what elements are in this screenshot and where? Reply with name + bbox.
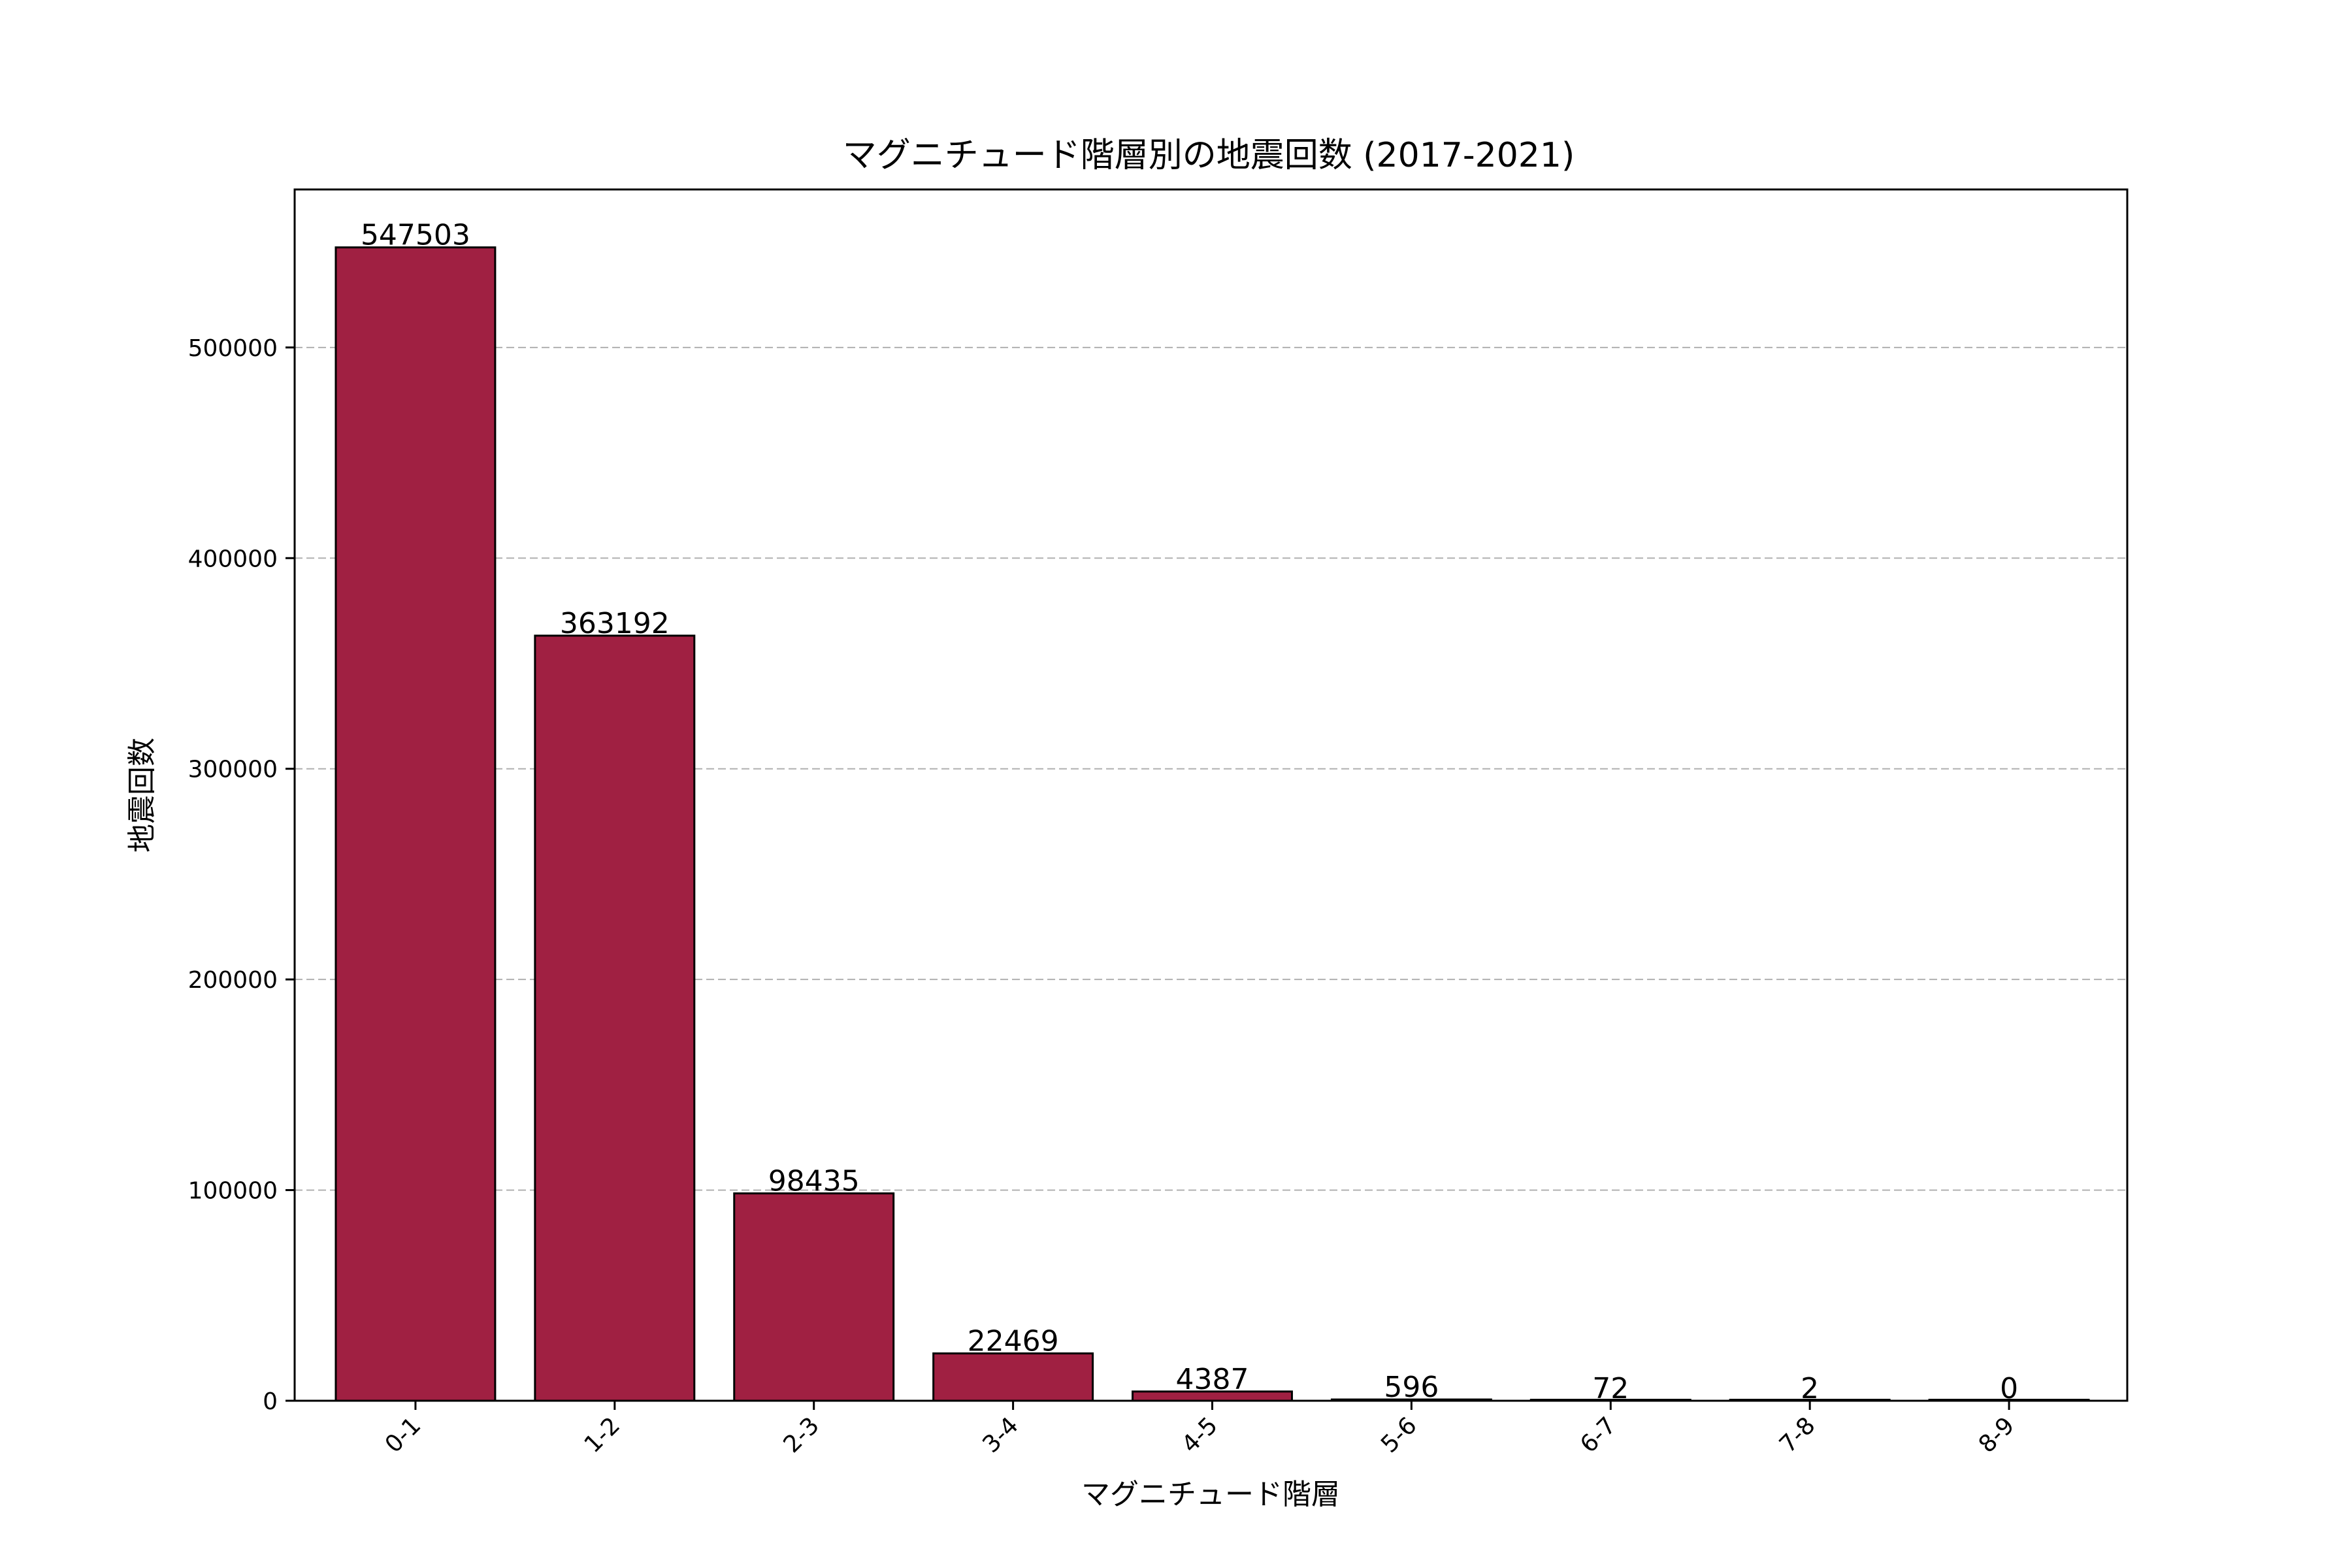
y-axis-label: 地震回数 [125,738,159,853]
plot-area-frame [293,188,2129,1402]
y-tick-label: 0 [263,1388,278,1415]
y-tick-label: 400000 [188,546,278,572]
bar-value-label: 98435 [768,1165,860,1198]
bar-value-label: 2 [1801,1372,1819,1405]
y-tick-label: 200000 [188,967,278,994]
bar-value-label: 72 [1592,1372,1629,1405]
bar [932,1352,1094,1402]
y-tick-label: 500000 [188,335,278,362]
bar [733,1192,895,1402]
bar-value-label: 596 [1384,1371,1439,1404]
y-axis-ticks: 0 100000 200000 300000 400000 500000 [188,335,295,1415]
bars [335,246,2090,1402]
y-tick-label: 100000 [188,1178,278,1205]
bar [335,246,497,1402]
bar-value-label: 547503 [361,219,470,252]
bar-value-label: 22469 [968,1325,1059,1358]
x-axis-label: マグニチュード階層 [1081,1478,1340,1511]
y-tick-label: 300000 [188,757,278,783]
bar [534,634,696,1402]
bar-value-label: 363192 [560,607,670,640]
bar-value-label: 4387 [1176,1363,1249,1396]
chart-title: マグニチュード階層別の地震回数 (2017-2021) [843,136,1575,175]
